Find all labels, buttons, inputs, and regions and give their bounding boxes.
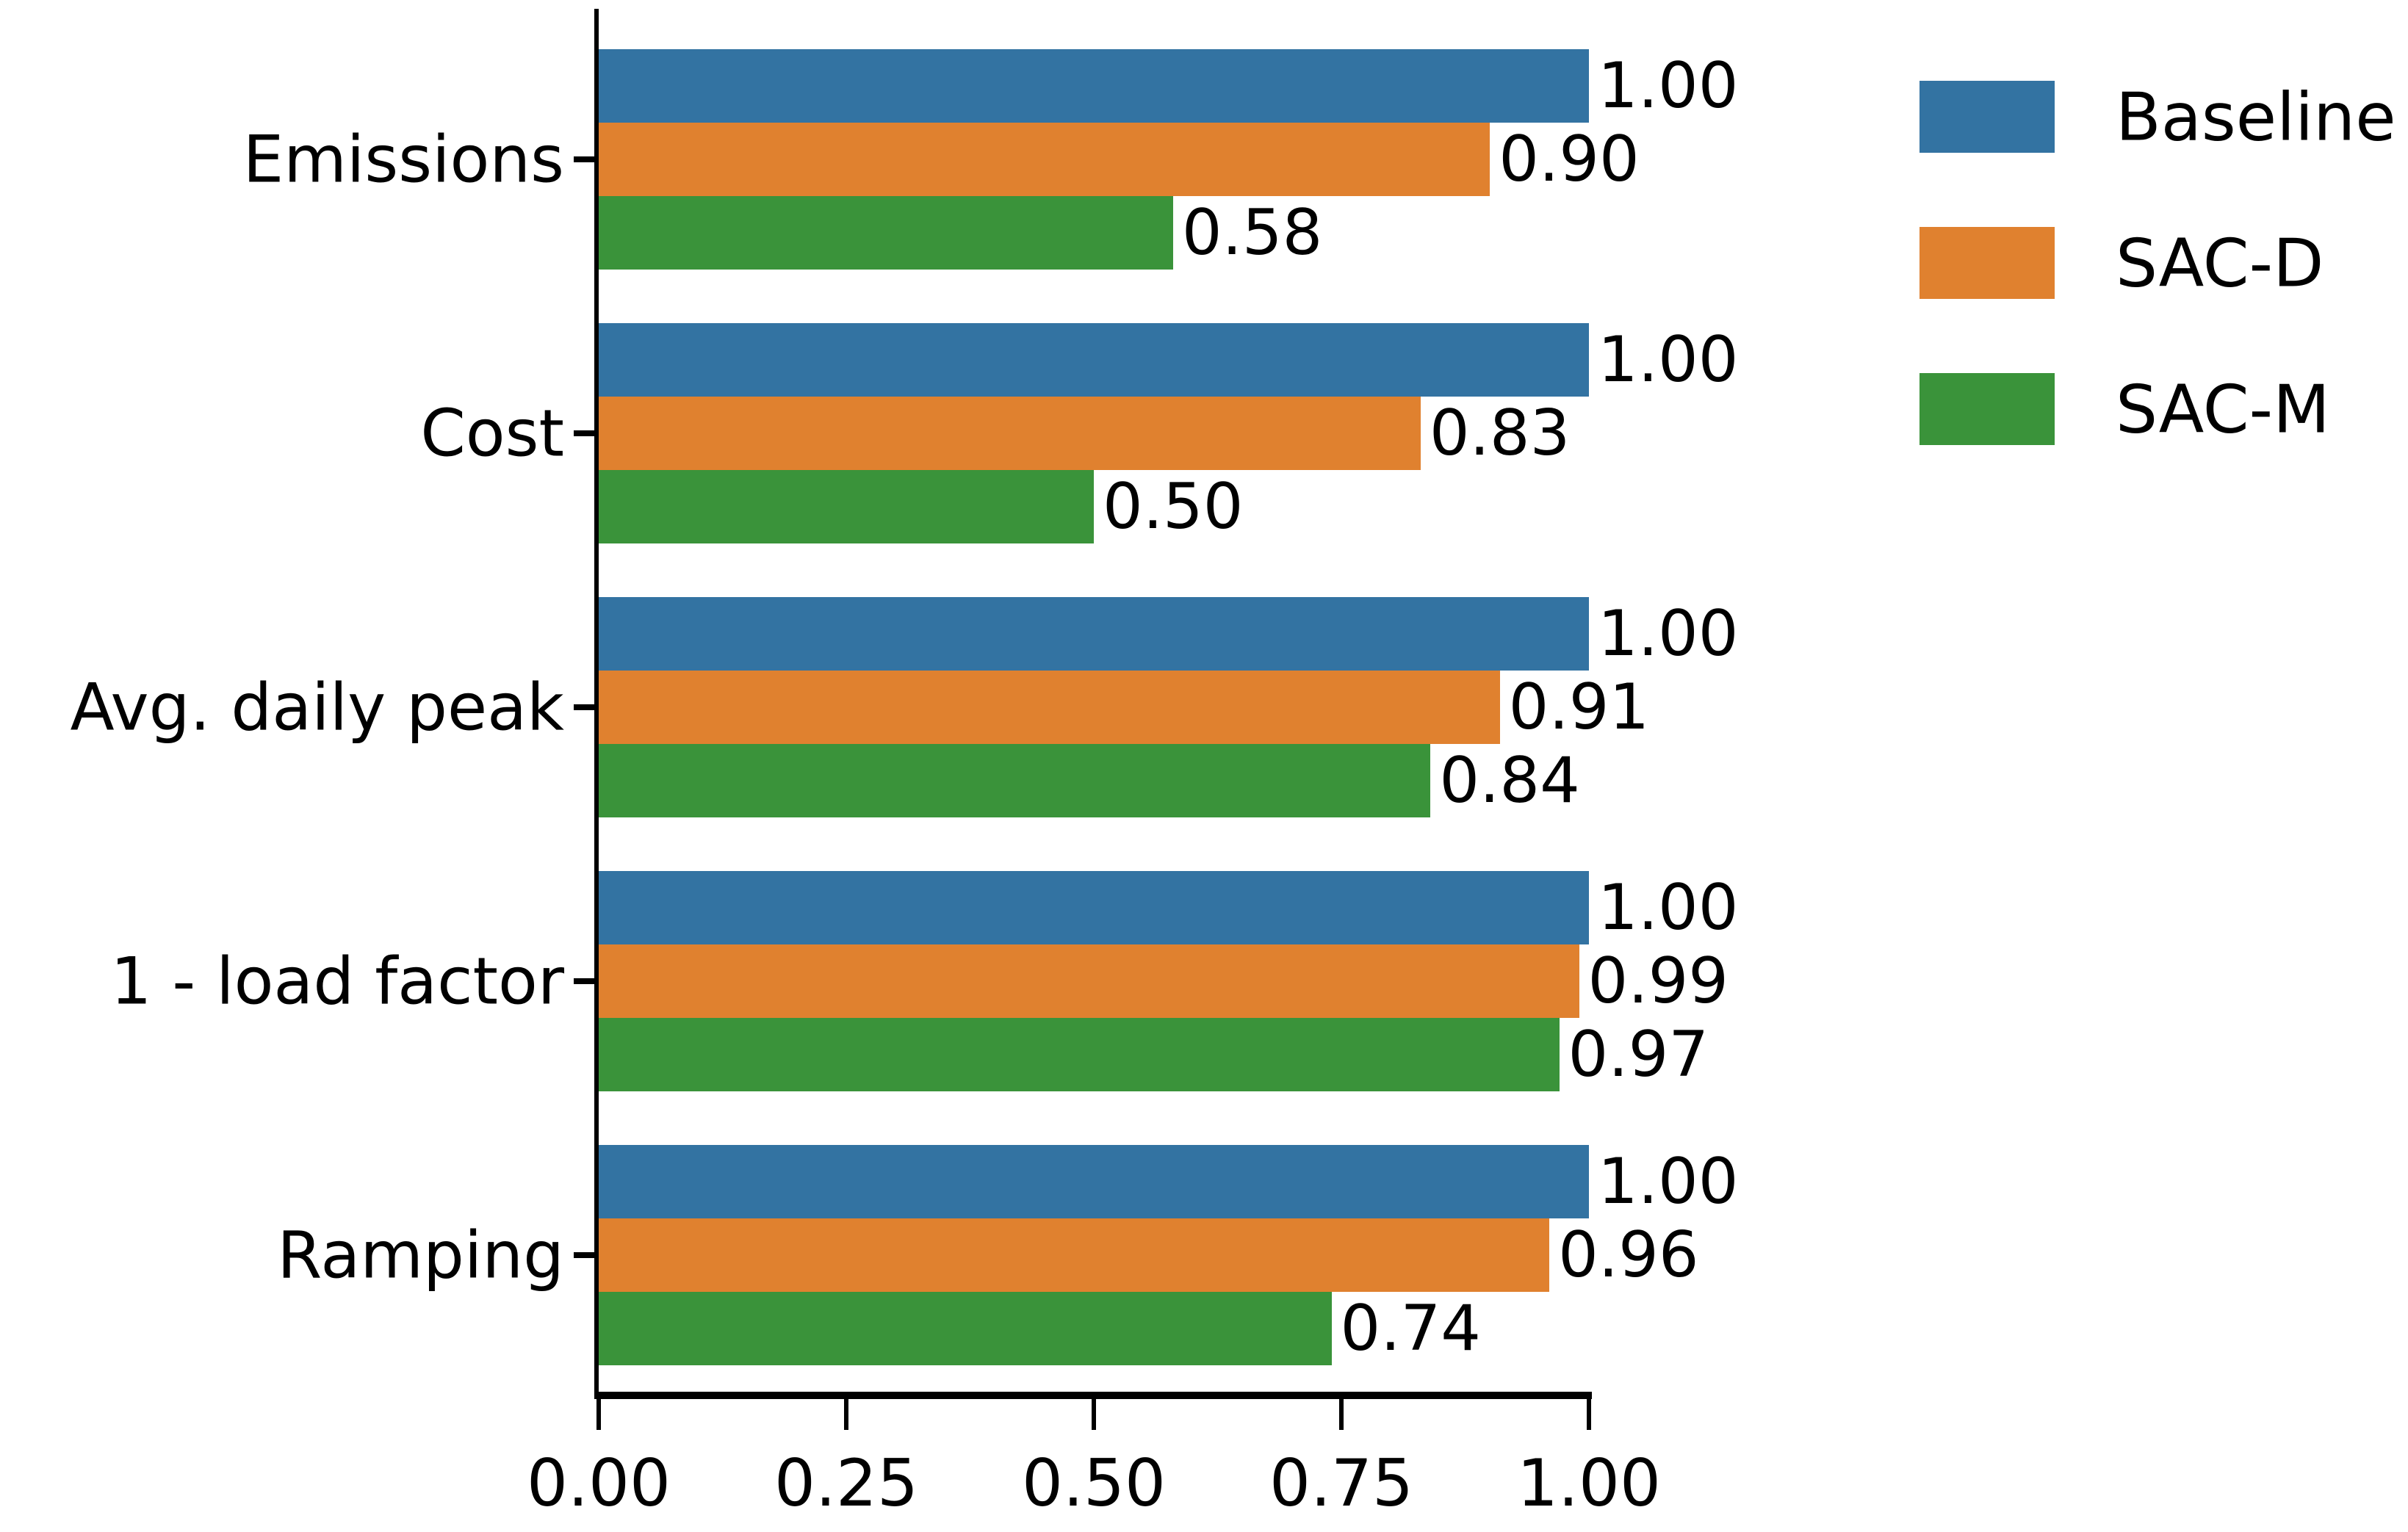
bar-value-label: 0.97 bbox=[1568, 1017, 1709, 1091]
bar bbox=[599, 1218, 1550, 1292]
category-label: Emissions bbox=[242, 121, 564, 197]
bar bbox=[599, 48, 1589, 123]
bar-value-label: 0.74 bbox=[1340, 1291, 1481, 1365]
bar bbox=[599, 670, 1500, 744]
bar-value-label: 0.90 bbox=[1499, 122, 1640, 196]
category-label: Avg. daily peak bbox=[70, 669, 564, 745]
bar bbox=[599, 1291, 1332, 1365]
x-tick bbox=[1339, 1399, 1344, 1430]
bar bbox=[599, 596, 1589, 671]
bar-value-label: 0.91 bbox=[1508, 670, 1650, 744]
x-tick-label: 1.00 bbox=[1517, 1445, 1661, 1521]
bar-value-label: 0.50 bbox=[1103, 469, 1244, 543]
x-tick bbox=[844, 1399, 848, 1430]
x-tick-label: 0.75 bbox=[1269, 1445, 1413, 1521]
legend-item: SAC-M bbox=[1919, 371, 2404, 449]
bar bbox=[599, 195, 1173, 270]
x-tick-label: 0.25 bbox=[774, 1445, 918, 1521]
x-tick-label: 0.00 bbox=[527, 1445, 671, 1521]
bar-value-label: 0.96 bbox=[1558, 1218, 1699, 1292]
bar-value-label: 1.00 bbox=[1598, 596, 1739, 671]
y-tick bbox=[574, 430, 594, 436]
x-tick-label: 0.50 bbox=[1022, 1445, 1166, 1521]
plot-area: 1.00 0.90 0.58 1.00 0.83 0.50 1.00 0.91 0.84 1.00… bbox=[599, 22, 1738, 1392]
y-tick bbox=[574, 978, 594, 984]
y-axis-spine bbox=[594, 9, 599, 1399]
legend-label: Baseline bbox=[2116, 79, 2396, 156]
category-label: Cost bbox=[420, 395, 564, 471]
bar bbox=[599, 396, 1421, 470]
legend-swatch bbox=[1919, 373, 2055, 445]
bar-value-label: 1.00 bbox=[1598, 48, 1739, 123]
legend-item: Baseline bbox=[1919, 79, 2404, 156]
bar bbox=[599, 944, 1579, 1018]
bar-value-label: 0.99 bbox=[1587, 944, 1729, 1018]
y-tick bbox=[574, 704, 594, 710]
y-tick bbox=[574, 1251, 594, 1258]
bar bbox=[599, 743, 1431, 817]
bar bbox=[599, 1017, 1560, 1091]
bar-value-label: 0.84 bbox=[1439, 743, 1580, 817]
legend-item: SAC-D bbox=[1919, 225, 2404, 303]
y-tick bbox=[574, 156, 594, 162]
bar-value-label: 0.58 bbox=[1181, 195, 1323, 270]
bar-value-label: 1.00 bbox=[1598, 1144, 1739, 1218]
legend-swatch bbox=[1919, 227, 2055, 299]
legend-swatch bbox=[1919, 81, 2055, 153]
x-axis-spine bbox=[594, 1392, 1592, 1399]
legend-label: SAC-D bbox=[2116, 225, 2324, 303]
bar bbox=[599, 322, 1589, 397]
bar-value-label: 0.83 bbox=[1429, 396, 1571, 470]
bar bbox=[599, 1144, 1589, 1218]
category-label: Ramping bbox=[277, 1217, 564, 1293]
bar bbox=[599, 469, 1094, 543]
x-tick bbox=[1092, 1399, 1096, 1430]
x-tick bbox=[596, 1399, 601, 1430]
bar bbox=[599, 122, 1490, 196]
category-label: 1 - load factor bbox=[110, 943, 564, 1019]
bar-value-label: 1.00 bbox=[1598, 870, 1739, 944]
bar bbox=[599, 870, 1589, 944]
bar-value-label: 1.00 bbox=[1598, 322, 1739, 397]
legend-label: SAC-M bbox=[2116, 371, 2330, 449]
x-tick bbox=[1587, 1399, 1591, 1430]
